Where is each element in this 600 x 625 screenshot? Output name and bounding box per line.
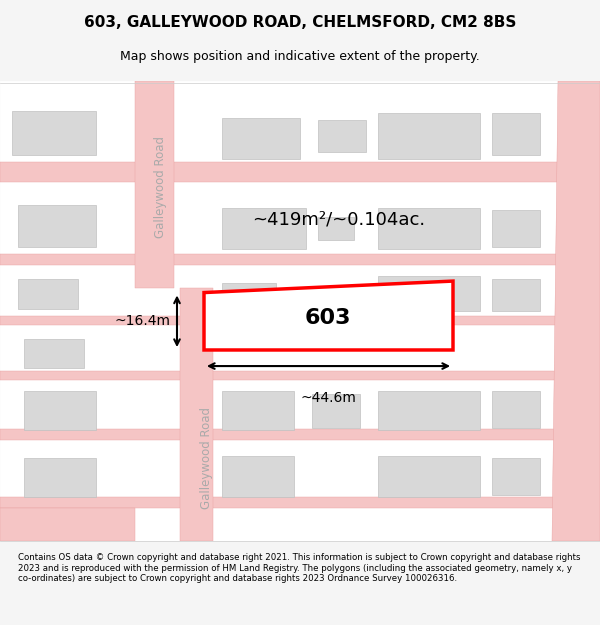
Bar bbox=[0, 371, 600, 380]
Bar bbox=[492, 279, 540, 311]
Bar bbox=[0, 254, 600, 265]
Bar bbox=[492, 113, 540, 155]
Bar bbox=[318, 120, 366, 152]
Bar bbox=[0, 429, 600, 439]
Text: ~44.6m: ~44.6m bbox=[301, 391, 356, 406]
Bar bbox=[0, 509, 135, 541]
Bar bbox=[135, 81, 174, 288]
Bar bbox=[222, 391, 294, 431]
Text: 603, GALLEYWOOD ROAD, CHELMSFORD, CM2 8BS: 603, GALLEYWOOD ROAD, CHELMSFORD, CM2 8B… bbox=[84, 15, 516, 30]
Bar bbox=[0, 497, 600, 509]
Text: ~419m²/~0.104ac.: ~419m²/~0.104ac. bbox=[253, 210, 425, 228]
Text: Contains OS data © Crown copyright and database right 2021. This information is : Contains OS data © Crown copyright and d… bbox=[18, 553, 581, 583]
Bar bbox=[492, 458, 540, 495]
Bar bbox=[180, 288, 213, 541]
Bar bbox=[378, 456, 480, 497]
Bar bbox=[222, 208, 306, 249]
Text: 603: 603 bbox=[305, 308, 352, 328]
Text: Galleywood Road: Galleywood Road bbox=[200, 407, 214, 509]
Bar bbox=[222, 283, 276, 311]
Bar bbox=[12, 111, 96, 155]
Bar bbox=[378, 208, 480, 249]
Bar bbox=[378, 391, 480, 431]
Bar bbox=[222, 118, 300, 159]
Bar bbox=[0, 162, 600, 182]
Bar bbox=[24, 458, 96, 497]
Bar bbox=[492, 391, 540, 428]
Bar bbox=[222, 456, 294, 497]
Bar bbox=[318, 217, 354, 240]
Bar bbox=[378, 113, 480, 159]
Bar bbox=[18, 205, 96, 247]
Text: Map shows position and indicative extent of the property.: Map shows position and indicative extent… bbox=[120, 51, 480, 63]
Bar bbox=[24, 391, 96, 431]
Bar bbox=[378, 276, 480, 311]
Text: ~16.4m: ~16.4m bbox=[115, 314, 171, 328]
Text: Galleywood Road: Galleywood Road bbox=[154, 136, 167, 238]
Polygon shape bbox=[552, 81, 600, 541]
Polygon shape bbox=[204, 281, 453, 350]
Bar bbox=[492, 210, 540, 247]
Bar bbox=[18, 279, 78, 309]
Bar bbox=[0, 316, 600, 325]
Bar bbox=[24, 339, 84, 368]
Bar bbox=[312, 394, 360, 428]
